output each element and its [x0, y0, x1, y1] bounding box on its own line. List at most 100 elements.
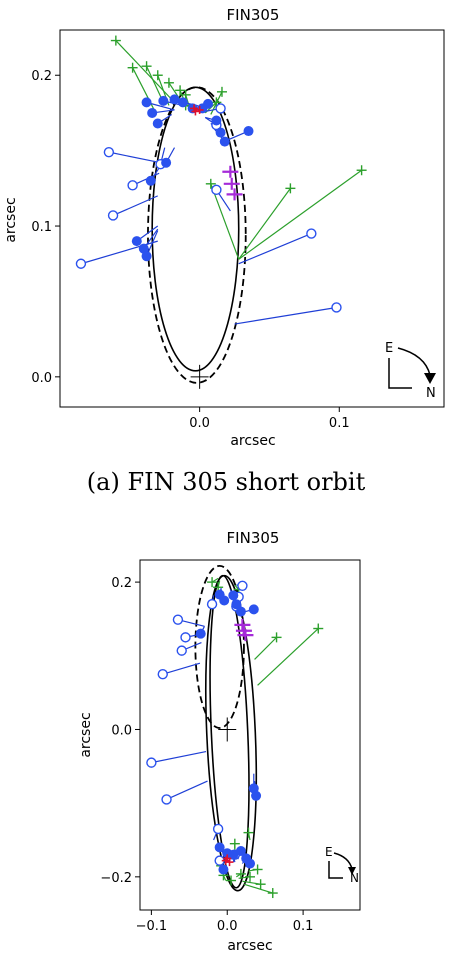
point-open-5: [306, 228, 317, 239]
point-magenta-2: [237, 629, 254, 642]
plot-area: [75, 35, 367, 389]
point-filled-0: [141, 97, 152, 108]
point-red-2: [195, 105, 204, 114]
compass-east-label: E: [385, 341, 393, 356]
point-plus-14: [243, 827, 254, 838]
point-open-0: [75, 258, 87, 269]
residual-line-blue-19: [162, 662, 201, 675]
point-filled-1: [219, 595, 230, 606]
point-plus-4: [313, 623, 324, 634]
x-tick-label-1: 0.0: [217, 919, 238, 934]
point-filled-4: [177, 97, 188, 108]
axes-frame: [139, 559, 361, 911]
y-tick-label-1: 0.1: [31, 220, 52, 235]
compass-arc: [397, 347, 431, 376]
point-open-3: [157, 669, 168, 680]
residual-line-green-4: [257, 628, 319, 686]
point-open-1: [180, 632, 191, 643]
point-open-5: [161, 794, 172, 805]
point-magenta-2: [226, 188, 243, 201]
compass-arc: [333, 852, 353, 870]
compass-east-label: E: [325, 845, 333, 859]
compass-indicator: E N: [325, 845, 359, 885]
point-filled-1: [147, 107, 158, 118]
point-open-0: [172, 614, 184, 625]
point-filled-7: [203, 98, 214, 109]
x-tick-label-0: −0.1: [136, 919, 168, 934]
point-plus-6: [180, 89, 191, 100]
point-plus-8: [235, 868, 246, 879]
point-magenta-0: [222, 165, 239, 178]
point-filled-15: [141, 251, 152, 262]
point-filled-9: [214, 842, 225, 853]
residual-line-blue-23: [238, 233, 312, 265]
residual-line-green-3: [254, 636, 277, 660]
point-open-4: [146, 757, 157, 768]
compass-indicator: E N: [385, 341, 436, 401]
point-open-2: [127, 180, 138, 191]
orbit-solid-0: [151, 86, 240, 372]
point-plus-0: [110, 35, 121, 46]
point-filled-10: [219, 136, 230, 147]
point-open-1: [103, 146, 115, 158]
point-filled-17: [145, 175, 156, 186]
chart-title: FIN305: [227, 529, 280, 547]
point-plus-4: [163, 77, 174, 88]
point-plus-3: [152, 70, 163, 81]
residual-line-green-10: [238, 187, 291, 260]
point-plus-12: [229, 838, 240, 849]
point-plus-11: [252, 864, 263, 875]
figure-caption: (a) FIN 305 short orbit: [86, 468, 366, 496]
y-tick-label-0: 0.0: [31, 371, 52, 386]
point-open-6: [212, 823, 224, 835]
point-plus-2: [141, 61, 152, 72]
x-tick-label-2: 0.1: [293, 919, 314, 934]
compass-axes: [328, 861, 343, 879]
y-tick-label-0: −0.2: [100, 871, 132, 886]
point-open-12: [206, 599, 218, 610]
point-red-2: [225, 858, 234, 867]
residual-line-blue-21: [166, 780, 208, 801]
point-filled-15: [218, 864, 229, 875]
point-filled-12: [161, 157, 172, 168]
point-filled-11: [243, 126, 254, 137]
compass-arrowhead: [348, 867, 356, 875]
chart-short-orbit: FIN305 0.0 0.1 0.0 0.1 0.2 arcsec arcsec E N: [3, 6, 445, 449]
residual-line-blue-24: [234, 306, 337, 325]
point-filled-2: [228, 590, 239, 601]
compass-north-label: N: [426, 386, 436, 401]
point-filled-14: [245, 858, 255, 869]
point-filled-4: [235, 606, 246, 617]
residual-line-green-0: [115, 40, 175, 103]
point-filled-12: [235, 846, 246, 857]
compass-arrowhead: [424, 373, 436, 384]
point-plus-6: [255, 879, 266, 890]
plot-content: [146, 564, 324, 899]
point-plus-7: [245, 871, 255, 882]
chart-title: FIN305: [227, 6, 280, 24]
point-magenta-1: [223, 177, 240, 190]
point-plus-0: [207, 577, 218, 588]
point-filled-5: [248, 604, 259, 615]
point-open-6: [331, 302, 342, 313]
point-filled-14: [138, 243, 149, 254]
residual-line-green-9: [238, 169, 362, 260]
point-filled-2: [158, 95, 169, 106]
point-plus-5: [175, 85, 186, 96]
point-plus-9: [226, 875, 237, 886]
point-filled-13: [131, 236, 142, 247]
point-plus-10: [285, 183, 296, 194]
axes-frame: [59, 29, 445, 408]
point-plus-5: [267, 888, 278, 899]
point-open-11: [237, 580, 248, 591]
point-open-8: [211, 184, 222, 196]
point-filled-8: [251, 790, 262, 801]
point-filled-11: [228, 849, 239, 860]
orbit-dashed-2: [194, 564, 245, 729]
axes-ticks: −0.1 0.0 0.1 −0.2 0.0 0.2: [100, 576, 313, 934]
residual-line-blue-21: [112, 195, 158, 217]
point-red-1: [191, 107, 200, 116]
point-filled-9: [215, 127, 226, 138]
x-tick-label-1: 0.1: [329, 416, 350, 431]
y-tick-label-2: 0.2: [111, 576, 132, 591]
